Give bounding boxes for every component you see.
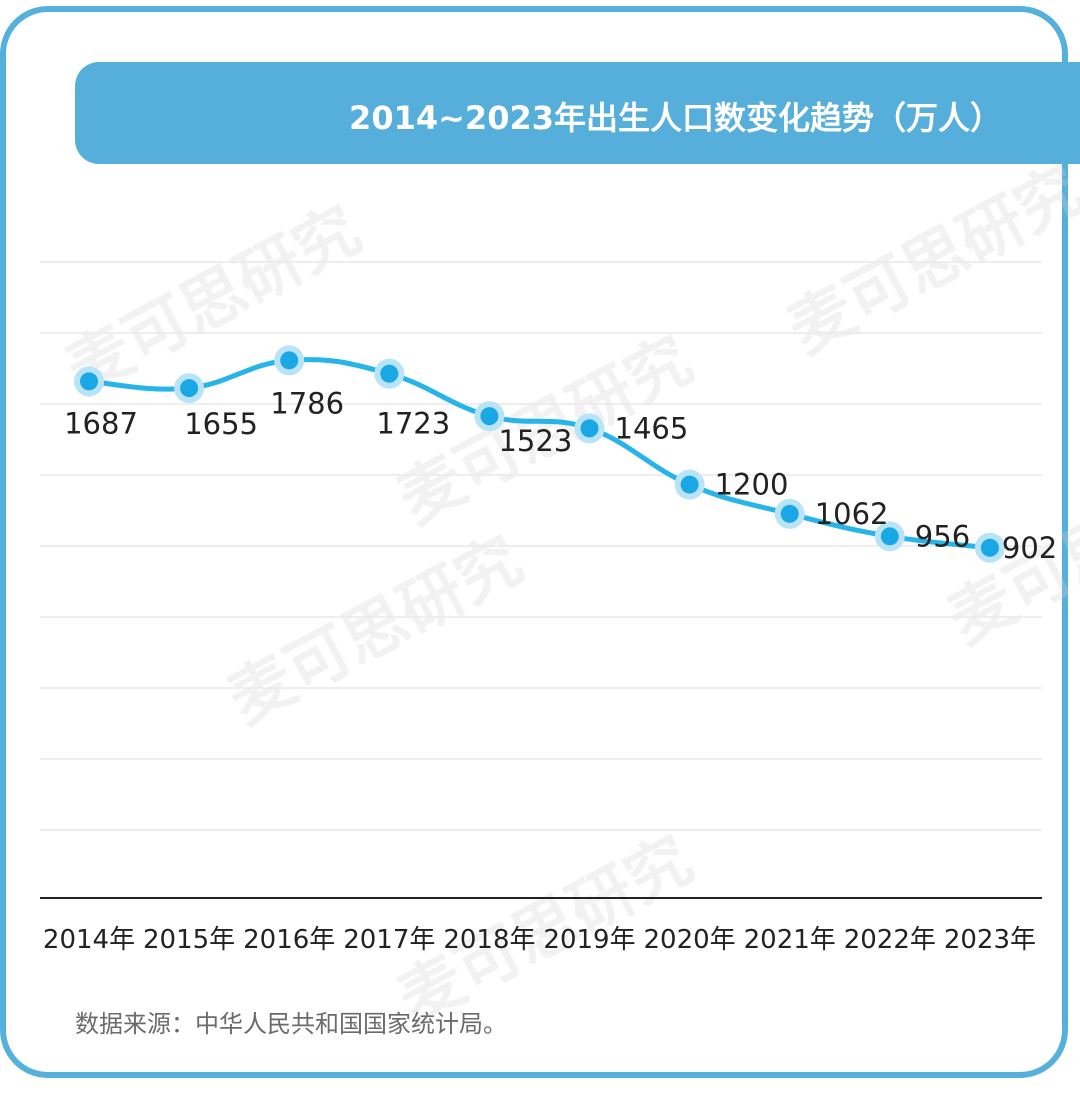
x-tick-label: 2018年 xyxy=(443,925,535,955)
x-tick-label: 2023年 xyxy=(944,925,1036,955)
data-label: 1786 xyxy=(270,386,344,420)
data-point xyxy=(580,419,599,438)
data-label: 1200 xyxy=(715,468,789,502)
data-label: 1655 xyxy=(184,407,258,441)
data-point xyxy=(80,372,98,391)
x-tick-label: 2014年 xyxy=(43,925,135,955)
data-label: 1062 xyxy=(815,497,889,531)
data-label: 1465 xyxy=(615,411,689,445)
x-tick-label: 2015年 xyxy=(143,925,235,955)
data-point xyxy=(480,407,499,426)
data-label: 902 xyxy=(1002,531,1057,565)
data-point xyxy=(680,475,699,494)
data-point xyxy=(180,379,199,398)
x-tick-label: 2020年 xyxy=(644,925,736,955)
x-tick-label: 2017年 xyxy=(343,925,435,955)
x-tick-label: 2016年 xyxy=(243,925,335,955)
data-point xyxy=(280,351,299,370)
data-point xyxy=(380,364,399,383)
data-source-note: 数据来源：中华人民共和国国家统计局。 xyxy=(75,1010,507,1038)
data-label: 956 xyxy=(915,519,970,553)
x-tick-label: 2021年 xyxy=(744,925,836,955)
data-label: 1723 xyxy=(376,407,450,441)
data-label: 1687 xyxy=(64,406,138,440)
data-label: 1523 xyxy=(498,424,572,458)
series-line xyxy=(86,357,993,551)
x-tick-label: 2019年 xyxy=(543,925,635,955)
data-point xyxy=(880,527,899,546)
x-tick-label: 2022年 xyxy=(844,925,936,955)
title-bar xyxy=(75,62,1080,164)
data-point xyxy=(980,538,999,557)
data-point xyxy=(780,504,799,523)
chart-title: 2014~2023年出生人口数变化趋势（万人） xyxy=(349,99,1002,137)
